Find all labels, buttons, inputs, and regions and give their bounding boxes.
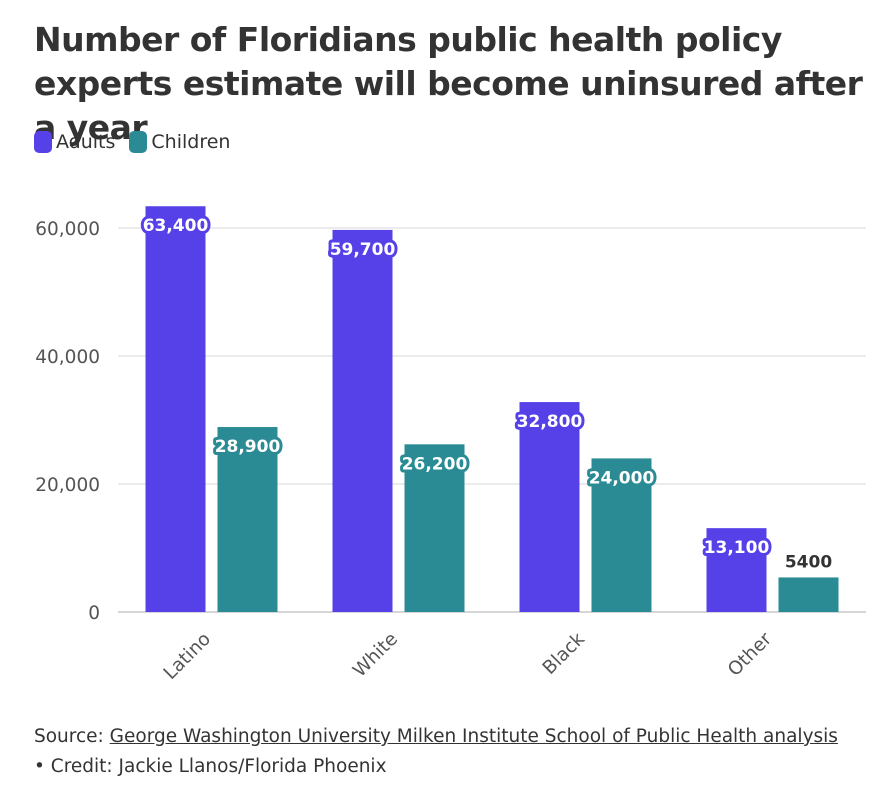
legend-label-adults: Adults bbox=[56, 131, 116, 153]
y-axis-ticks: 0 20,000 40,000 60,000 bbox=[35, 219, 100, 624]
bar-children-white[interactable] bbox=[404, 444, 465, 612]
data-label-children-latino: 28,900 bbox=[215, 437, 281, 457]
data-label-children-other: 5400 bbox=[785, 552, 832, 572]
data-label-adults-white: 59,700 bbox=[330, 240, 396, 260]
bar-adults-white[interactable] bbox=[332, 229, 393, 613]
data-label-adults-black: 32,800 bbox=[517, 412, 583, 432]
legend-label-children: Children bbox=[151, 131, 231, 153]
data-label-adults-latino: 63,400 bbox=[143, 216, 209, 236]
footer-separator: • bbox=[34, 756, 51, 777]
y-tick-label: 40,000 bbox=[35, 347, 100, 368]
source-link[interactable]: George Washington University Milken Inst… bbox=[109, 726, 838, 747]
legend-item-adults[interactable]: Adults bbox=[34, 131, 115, 153]
chart-title: Number of Floridians public health polic… bbox=[34, 20, 863, 147]
x-tick-label: Black bbox=[539, 628, 589, 678]
x-tick-label: White bbox=[349, 629, 402, 682]
data-label-children-white: 26,200 bbox=[402, 454, 468, 474]
y-tick-label: 20,000 bbox=[35, 475, 100, 496]
chart-footer: Source: George Washington University Mil… bbox=[34, 722, 854, 782]
x-tick-label: Other bbox=[724, 628, 776, 680]
legend-swatch-children bbox=[129, 131, 148, 153]
credit-text: Credit: Jackie Llanos/Florida Phoenix bbox=[50, 756, 387, 777]
bar-adults-other[interactable] bbox=[706, 528, 767, 612]
legend-item-children[interactable]: Children bbox=[129, 131, 230, 153]
y-tick-label: 60,000 bbox=[35, 219, 100, 240]
bar-children-other[interactable] bbox=[778, 577, 839, 612]
x-axis-ticks: Latino White Black Other bbox=[160, 628, 776, 683]
legend-swatch-adults bbox=[34, 131, 52, 153]
data-label-children-black: 24,000 bbox=[589, 468, 655, 488]
bars bbox=[145, 206, 839, 613]
chart-legend: Adults Children bbox=[34, 131, 244, 153]
bar-adults-black[interactable] bbox=[519, 402, 580, 612]
data-label-adults-other: 13,100 bbox=[704, 538, 770, 558]
x-tick-label: Latino bbox=[160, 629, 215, 684]
bar-chart: 0 20,000 40,000 60,000 63,400 28,900 59,700 26… bbox=[35, 206, 866, 684]
bar-adults-latino[interactable] bbox=[145, 206, 206, 613]
bar-children-black[interactable] bbox=[591, 458, 652, 612]
bar-children-latino[interactable] bbox=[217, 427, 278, 612]
y-tick-label: 0 bbox=[88, 603, 100, 624]
data-labels: 63,400 28,900 59,700 26,200 32,800 24,000 13,1… bbox=[140, 213, 833, 572]
source-prefix: Source: bbox=[34, 726, 110, 747]
